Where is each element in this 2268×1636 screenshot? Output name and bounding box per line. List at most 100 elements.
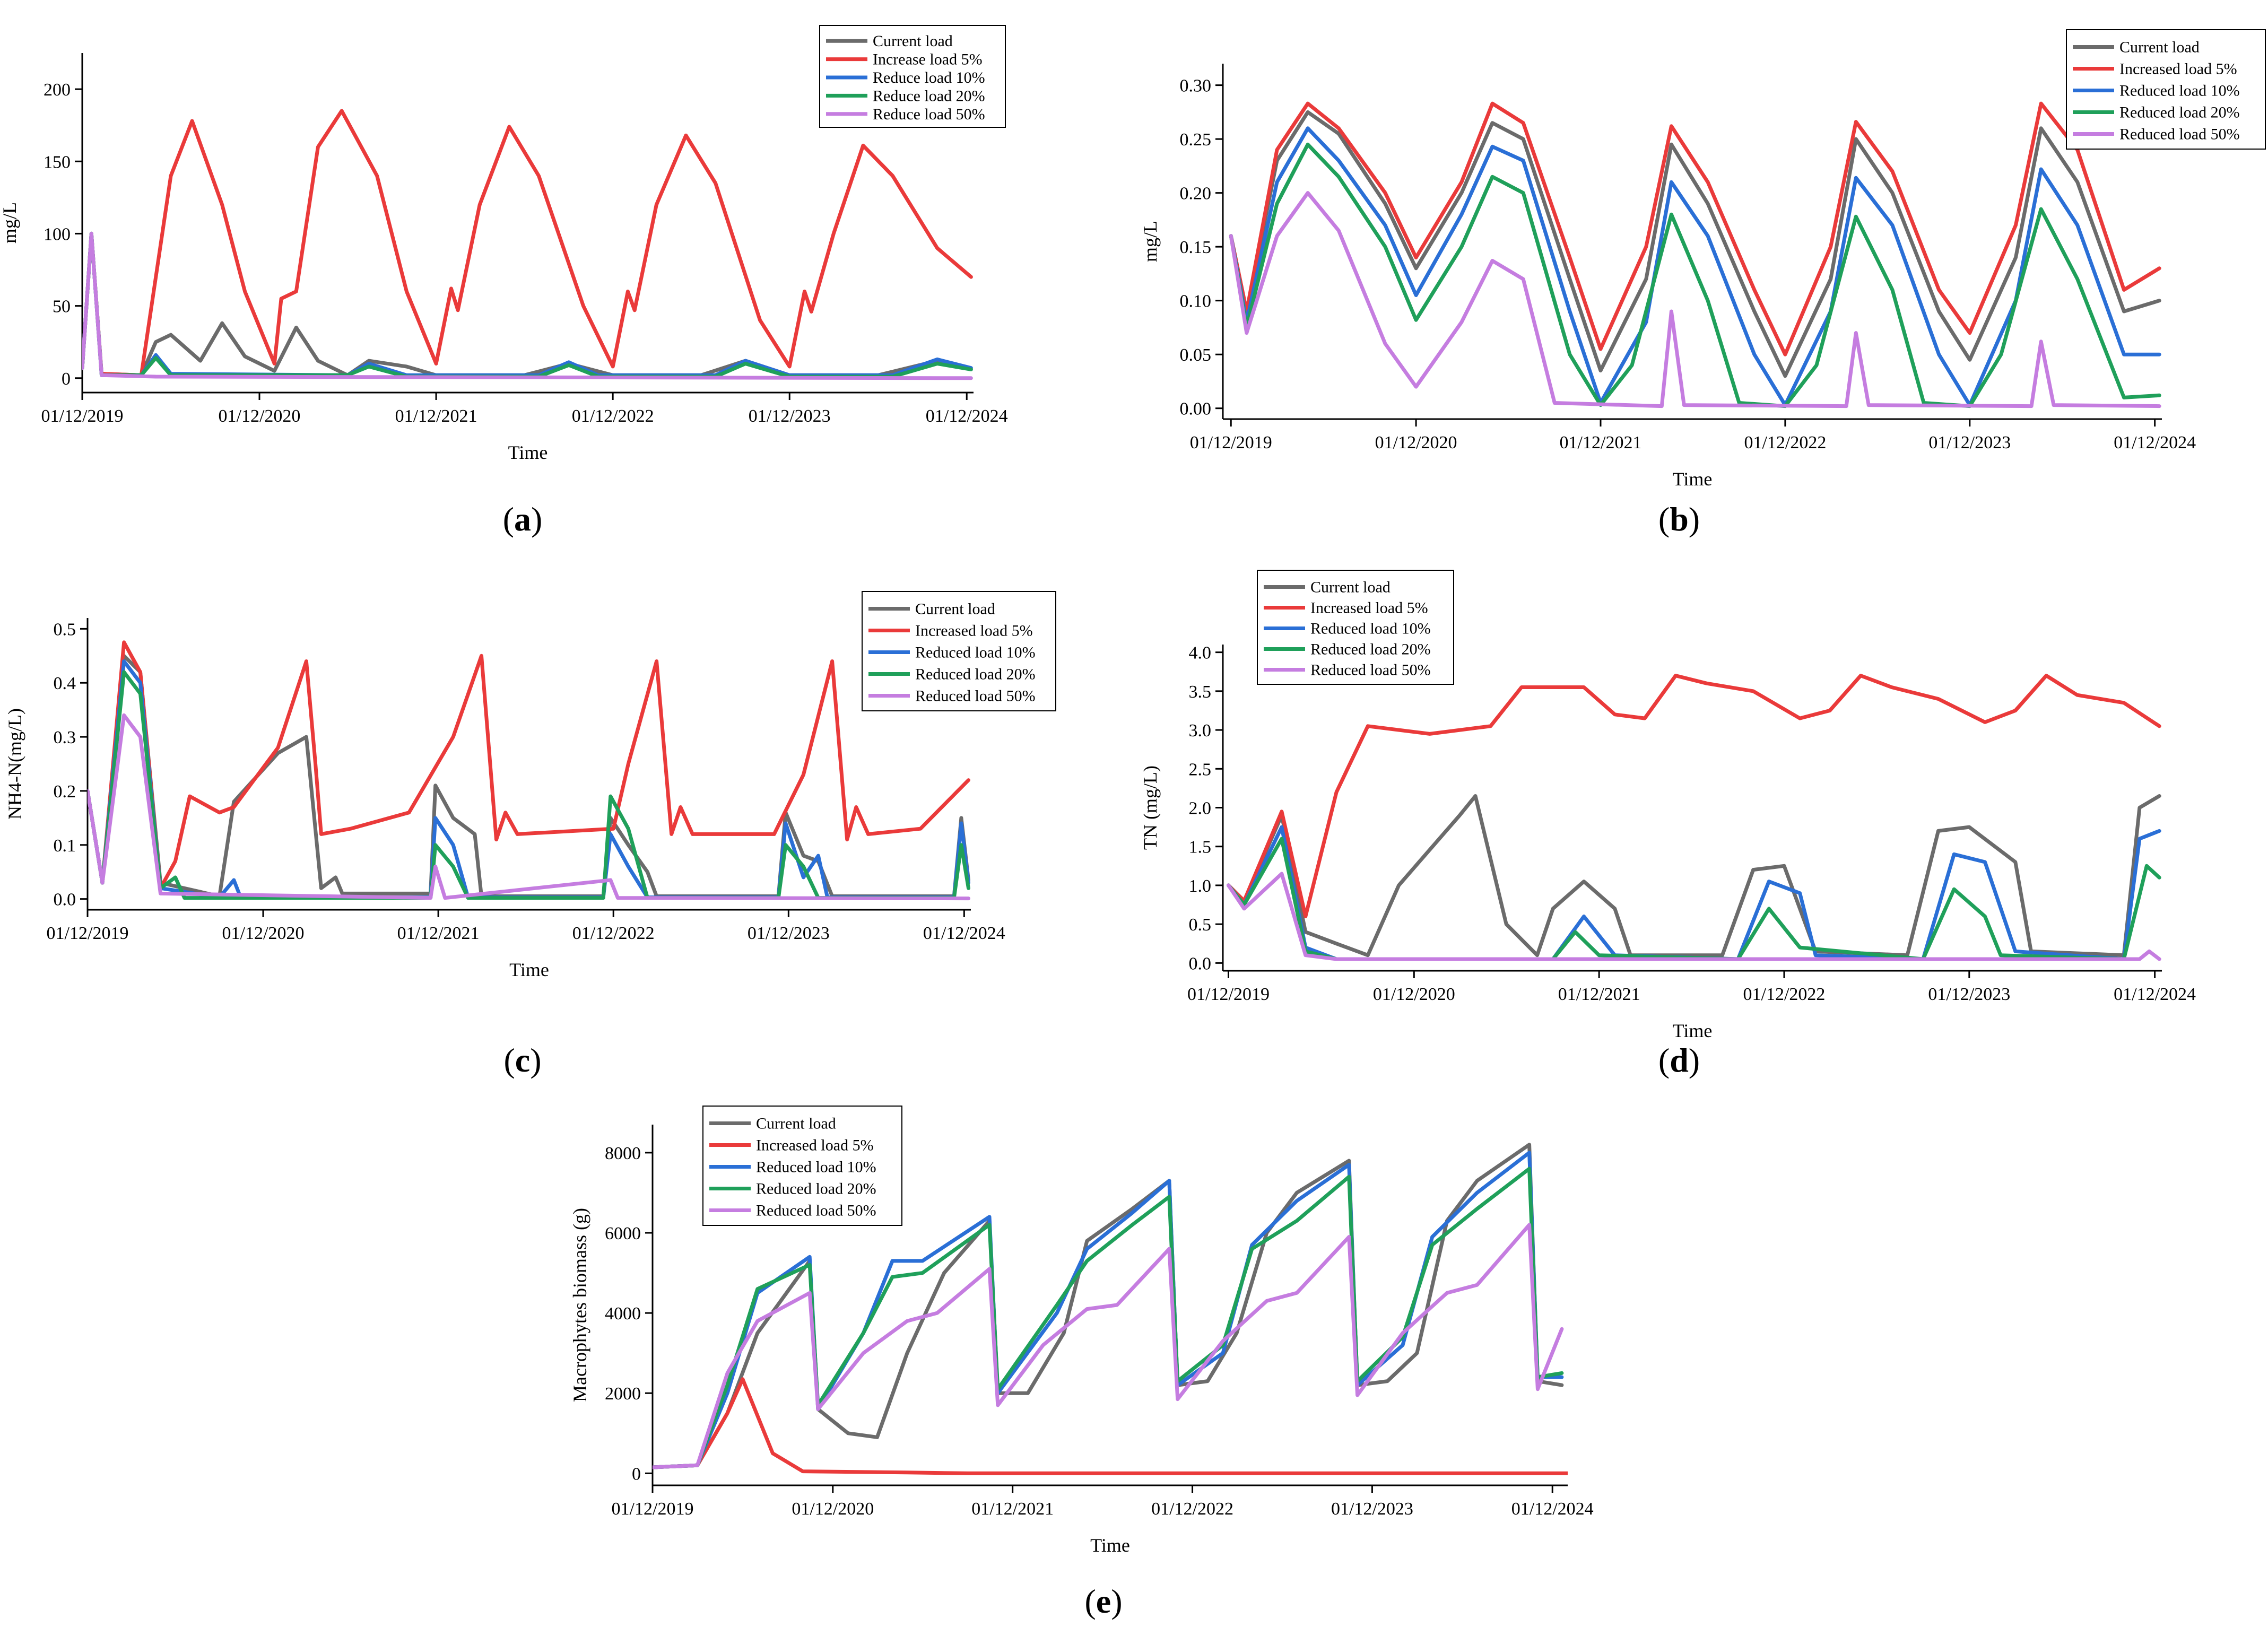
y-axis-label: Macrophytes biomass (g) <box>569 1208 590 1402</box>
panel-letter: b <box>1670 500 1689 538</box>
panel-label: (d) <box>1658 1041 1700 1079</box>
y-tick-label: 0.00 <box>1180 399 1212 419</box>
x-tick-label: 01/12/2019 <box>47 924 129 943</box>
legend-entry: Reduced load 10% <box>1310 620 1431 638</box>
legend-entry: Reduced load 50% <box>1310 662 1431 679</box>
series-line-1 <box>1229 110 2161 378</box>
series-line-3 <box>1229 126 2161 407</box>
panel-letter: c <box>515 1041 530 1079</box>
series-line-5 <box>82 231 973 380</box>
y-tick-label: 4000 <box>605 1304 641 1324</box>
x-tick-label: 01/12/2019 <box>612 1499 694 1519</box>
panel-label: (c) <box>503 1041 541 1079</box>
y-tick-label: 150 <box>44 152 71 172</box>
x-axis-label: Time <box>508 442 548 463</box>
y-tick-label: 0.4 <box>54 674 76 693</box>
series-line-4 <box>1227 837 2161 961</box>
legend-entry: Reduced load 10% <box>915 644 1036 662</box>
x-tick-label: 01/12/2020 <box>219 406 301 426</box>
legend-entry: Reduced load 20% <box>915 666 1036 683</box>
legend-entry: Reduced load 50% <box>915 688 1036 705</box>
x-tick-label: 01/12/2024 <box>2114 985 2196 1004</box>
series-line-5 <box>653 1223 1564 1469</box>
x-tick-label: 01/12/2019 <box>1190 433 1272 452</box>
series-line-4 <box>88 670 970 900</box>
legend-entry: Reduce load 20% <box>873 87 985 105</box>
x-tick-label: 01/12/2021 <box>1558 985 1640 1004</box>
legend-entry: Increased load 5% <box>756 1137 874 1154</box>
x-tick-label: 01/12/2021 <box>971 1499 1054 1519</box>
y-tick-label: 0.0 <box>54 890 76 910</box>
x-axis-label: Time <box>1090 1535 1130 1556</box>
x-tick-label: 01/12/2021 <box>397 924 480 943</box>
y-tick-label: 0.1 <box>54 836 76 856</box>
x-tick-label: 01/12/2023 <box>1928 433 2011 452</box>
legend-entry: Increased load 5% <box>1310 599 1428 617</box>
legend-entry: Reduce load 50% <box>873 106 985 123</box>
x-tick-label: 01/12/2019 <box>1187 985 1270 1004</box>
y-tick-label: 0.10 <box>1180 292 1212 311</box>
y-tick-label: 200 <box>44 80 71 100</box>
panel-letter: a <box>514 500 531 538</box>
y-tick-label: 3.0 <box>1189 721 1212 741</box>
y-tick-label: 1.5 <box>1189 838 1212 857</box>
x-tick-label: 01/12/2022 <box>572 924 655 943</box>
series-line-5 <box>1229 191 2161 408</box>
y-tick-label: 8000 <box>605 1144 641 1163</box>
y-tick-label: 0.15 <box>1180 238 1212 257</box>
y-tick-label: 100 <box>44 224 71 244</box>
legend-entry: Reduced load 20% <box>756 1180 876 1198</box>
y-axis-label: TN (mg/L) <box>1140 765 1161 850</box>
series-line-2 <box>1229 101 2161 356</box>
legend-entry: Increased load 5% <box>915 622 1033 640</box>
y-tick-label: 2.0 <box>1189 799 1212 819</box>
legend-entry: Reduced load 20% <box>1310 641 1431 658</box>
panel-letter: d <box>1670 1041 1689 1079</box>
legend: Current load Increased load 5% Reduced loa… <box>2066 29 2266 150</box>
x-axis-label: Time <box>1673 1020 1713 1041</box>
x-tick-label: 01/12/2021 <box>1560 433 1642 452</box>
x-tick-label: 01/12/2020 <box>1373 985 1455 1004</box>
x-tick-label: 01/12/2020 <box>792 1499 874 1519</box>
y-tick-label: 50 <box>53 297 71 317</box>
y-tick-label: 0.5 <box>1189 915 1212 935</box>
y-axis-label: mg/L <box>1140 221 1161 262</box>
x-tick-label: 01/12/2024 <box>926 406 1008 426</box>
legend-entry: Increased load 5% <box>2119 60 2237 78</box>
x-tick-label: 01/12/2021 <box>395 406 477 426</box>
y-tick-label: 0.25 <box>1180 130 1212 150</box>
legend-entry: Reduced load 50% <box>2119 126 2240 143</box>
chart-panel-d: 0.0 0.5 1.0 1.5 2.0 2.5 3.0 3.5 4.0 01/12/2019 01/… <box>1140 570 2196 1079</box>
legend-entry: Reduced load 50% <box>756 1202 876 1220</box>
x-tick-label: 01/12/2020 <box>222 924 305 943</box>
y-tick-label: 3.5 <box>1189 682 1212 702</box>
panel-label: (b) <box>1658 500 1700 538</box>
series-line-2 <box>1227 674 2161 918</box>
series-line-5 <box>88 713 970 901</box>
series-line-2 <box>88 640 970 890</box>
x-axis-label: Time <box>509 959 549 980</box>
series-line-2 <box>82 109 973 377</box>
y-tick-label: 0 <box>632 1464 641 1484</box>
y-tick-label: 2000 <box>605 1384 641 1404</box>
x-tick-label: 01/12/2024 <box>1511 1499 1594 1519</box>
series-line-2 <box>653 1377 1568 1475</box>
legend-entry: Reduced load 10% <box>756 1159 876 1176</box>
legend-entry: Reduce load 10% <box>873 69 985 86</box>
x-tick-label: 01/12/2022 <box>1151 1499 1233 1519</box>
panel-label: (e) <box>1084 1582 1122 1620</box>
series-line-1 <box>1227 794 2161 958</box>
chart-panel-e: 0 2000 4000 6000 8000 01/12/2019 01/12/2020 01/… <box>569 1106 1594 1620</box>
y-tick-label: 0.05 <box>1180 345 1212 365</box>
x-tick-label: 01/12/2022 <box>1743 985 1826 1004</box>
y-tick-label: 0 <box>62 369 71 389</box>
chart-panel-c: 0.0 0.1 0.2 0.3 0.4 0.5 01/12/2019 01/12/2020 01… <box>4 591 1056 1079</box>
series-line-5 <box>1227 872 2161 961</box>
y-tick-label: 0.3 <box>54 728 76 747</box>
x-tick-label: 01/12/2023 <box>748 924 830 943</box>
series-line-4 <box>1229 142 2161 408</box>
x-tick-label: 01/12/2023 <box>1928 985 2010 1004</box>
